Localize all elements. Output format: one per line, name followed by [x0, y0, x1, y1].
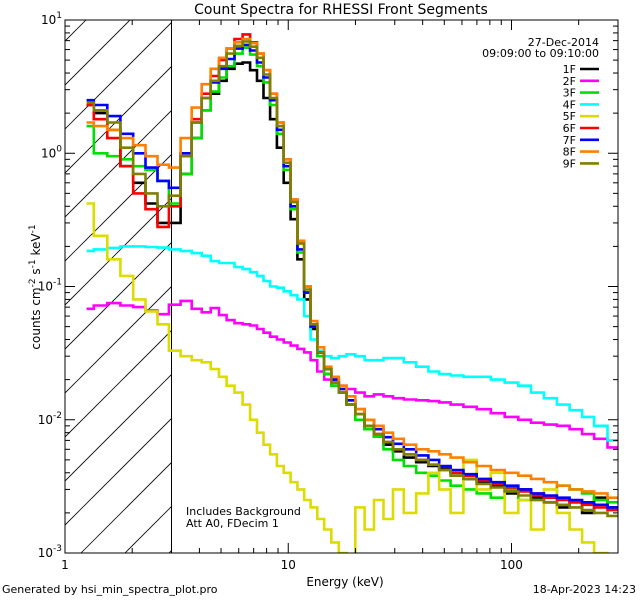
- footer-generated-by: Generated by hsi_min_spectra_plot.pro: [2, 583, 218, 596]
- series-line-1F: [86, 61, 618, 515]
- hatch-line: [65, 241, 172, 350]
- hatch-lines: [65, 20, 172, 553]
- annotation-attenuator: Att A0, FDecim 1: [186, 517, 279, 530]
- series-line-5F: [86, 202, 609, 553]
- annotation-background: Includes Background: [186, 505, 301, 518]
- series-line-3F: [86, 46, 618, 504]
- legend-label-2F: 2F: [563, 75, 576, 88]
- legend-label-9F: 9F: [563, 157, 576, 170]
- hatch-line: [80, 461, 172, 553]
- series-line-6F: [86, 33, 618, 512]
- hatch-line: [65, 373, 172, 482]
- footer-timestamp: 18-Apr-2023 14:23: [532, 583, 636, 596]
- hatch-line: [65, 197, 172, 306]
- y-axis-label-text: counts cm-2 s-1 keV-1: [28, 224, 43, 349]
- excluded-region-hatch: [65, 20, 173, 553]
- x-tick-label: 100: [500, 558, 523, 572]
- hatch-line: [65, 417, 172, 526]
- time-range-label: 09:09:00 to 09:10:00: [482, 47, 599, 60]
- legend-label-1F: 1F: [563, 63, 576, 76]
- y-tick-label: 101: [41, 11, 62, 27]
- legend-label-4F: 4F: [563, 98, 576, 111]
- legend-label-5F: 5F: [563, 110, 576, 123]
- legend-label-8F: 8F: [563, 146, 576, 159]
- y-axis-label: counts cm-2 s-1 keV-1: [28, 224, 43, 349]
- hatch-line: [65, 65, 172, 174]
- hatch-line: [65, 285, 172, 394]
- legend-label-6F: 6F: [563, 122, 576, 135]
- legend-label-3F: 3F: [563, 87, 576, 100]
- series-line-9F: [86, 40, 618, 518]
- series-line-8F: [86, 37, 618, 500]
- y-tick-label: 10-2: [38, 411, 62, 427]
- x-axis-label: Energy (keV): [306, 575, 383, 589]
- plot-frame: [64, 19, 619, 554]
- x-tick-label: 1: [61, 558, 69, 572]
- x-tick-label: 10: [281, 558, 296, 572]
- series-layer: [86, 33, 618, 553]
- axes: 1 10 100 10-3 10-2 10-1 100 101: [38, 11, 618, 572]
- y-tick-label: 100: [41, 144, 62, 160]
- date-label: 27-Dec-2014: [528, 36, 599, 49]
- series-line-2F: [86, 299, 618, 449]
- chart-title: Count Spectra for RHESSI Front Segments: [194, 2, 488, 18]
- y-tick-label: 10-1: [38, 278, 62, 294]
- y-tick-label: 10-3: [38, 544, 62, 560]
- legend-label-7F: 7F: [563, 134, 576, 147]
- series-line-7F: [86, 43, 618, 509]
- hatch-line: [65, 21, 172, 130]
